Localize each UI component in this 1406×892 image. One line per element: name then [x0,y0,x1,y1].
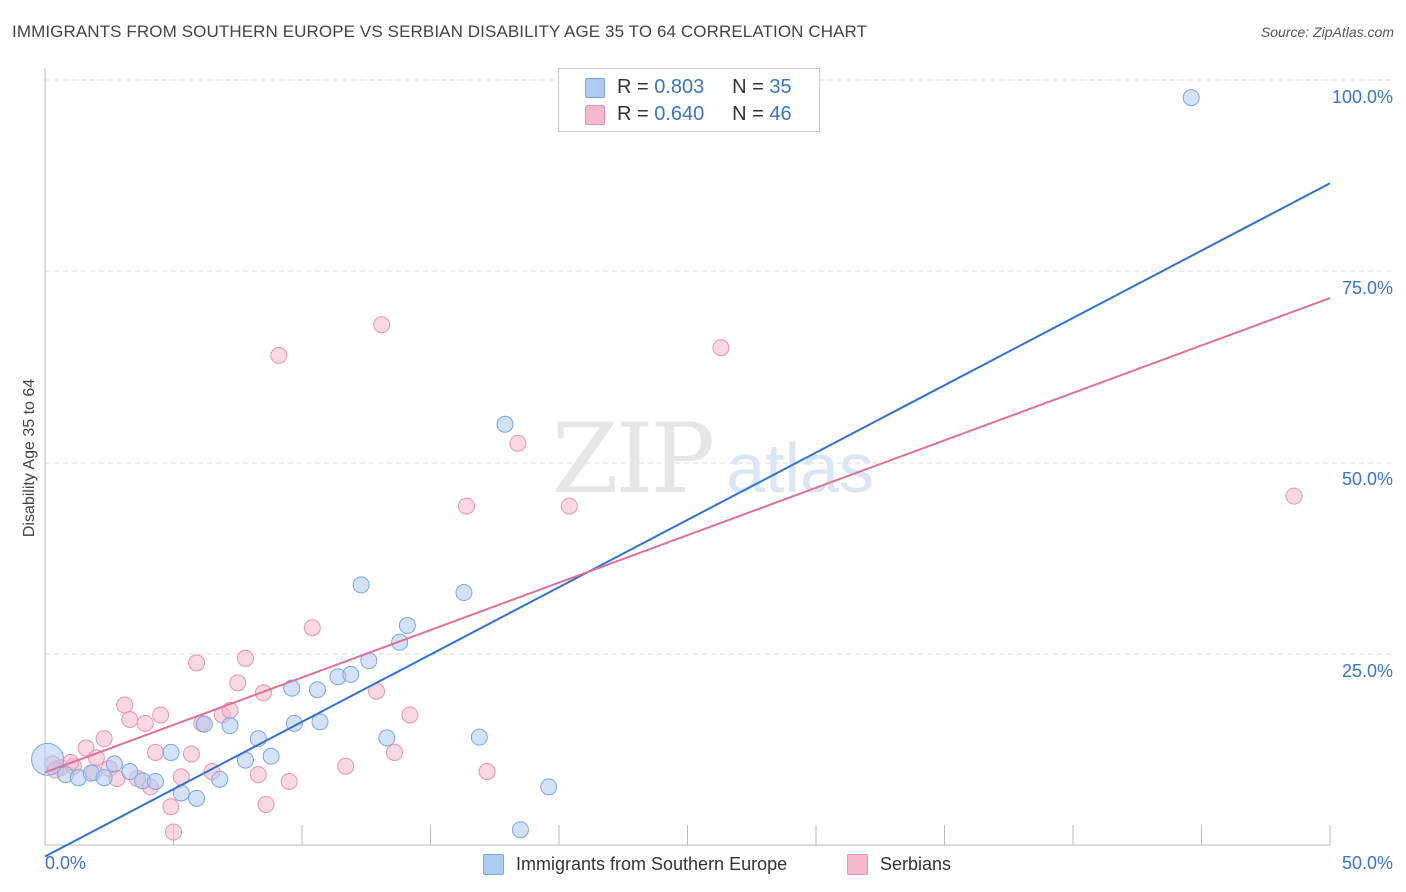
immigrants-point [455,584,473,602]
immigrants-point [262,747,280,765]
serbians-point [280,773,298,791]
serbians-point [257,795,275,813]
serbians-point [77,739,95,757]
x-tick-label: 0.0% [45,853,86,873]
immigrants-point [496,415,514,433]
immigrants-point [95,769,113,787]
watermark-atlas: atlas [726,429,874,507]
serbians-point [152,706,170,724]
immigrants-point [1182,89,1200,107]
immigrants-point [195,715,213,733]
immigrants-point [283,679,301,697]
serbians-point [712,339,730,357]
serbians-point [337,757,355,775]
serbians-point [303,619,321,637]
n-label: N = [732,75,764,98]
y-tick-label: 50.0% [1342,469,1393,489]
blue-swatch [585,78,605,98]
serbians-point [560,497,578,515]
serbians-point [386,743,404,761]
serbians-point [147,743,165,761]
immigrants-point [308,681,326,699]
source-label: Source: ZipAtlas.com [1260,24,1394,40]
r-value: 0.803 [654,75,705,98]
r-label: R = [617,75,649,98]
legend-item-serbians[interactable]: Serbians [847,852,951,876]
legend-label-serbians: Serbians [880,853,952,874]
immigrants-point [162,743,180,761]
immigrants-point [352,576,370,594]
immigrants-point [470,728,488,746]
immigrants-point [378,729,396,747]
serbians-point [182,745,200,763]
immigrants-trend-line [44,182,1331,858]
immigrants-points [31,89,1200,839]
legend-label-immigrants: Immigrants from Southern Europe [516,853,788,874]
pink-swatch [585,105,605,125]
y-tick-label: 75.0% [1342,278,1393,298]
y-tick-label: 100.0% [1332,87,1393,107]
axes [44,68,1331,846]
n-label: N = [732,102,764,125]
serbians-point [254,684,272,702]
immigrants-point [398,616,416,634]
serbians-point [509,434,527,452]
serbians-point [162,798,180,816]
serbians-point [116,696,134,714]
immigrants-point [121,763,139,781]
serbians-point [121,711,139,729]
serbians-point [373,316,391,334]
n-value: 35 [769,75,792,98]
r-label: R = [617,102,649,125]
serbians-point [229,674,247,692]
serbians-trend-line [44,297,1331,774]
serbians-point [95,730,113,748]
serbians-point [457,497,475,515]
immigrants-point [211,770,229,788]
immigrants-point [188,789,206,807]
immigrants-point [540,778,558,796]
blue-swatch [483,853,504,875]
immigrants-point [105,755,123,773]
x-tick-label: 50.0% [1342,853,1393,873]
serbians-point [1285,487,1303,505]
watermark-zip: ZIP [552,403,713,515]
serbians-point [165,823,182,841]
serbians-point [270,346,288,364]
serbians-point [236,649,254,667]
immigrants-point [342,665,360,683]
immigrants-point [511,821,529,839]
pink-swatch [847,853,868,875]
trend-lines [44,182,1331,858]
immigrants-point [221,717,239,735]
immigrants-point [147,773,165,791]
serbians-point [249,766,267,784]
tick-labels: 25.0% 50.0% 75.0% 100.0% 0.0% 50.0% [45,87,1393,873]
immigrants-point [31,742,65,776]
n-value: 46 [769,102,792,125]
legend-item-immigrants[interactable]: Immigrants from Southern Europe [483,852,787,876]
serbians-point [478,763,496,781]
serbians-point [401,706,419,724]
y-tick-label: 25.0% [1342,661,1393,681]
gridlines [45,79,1392,655]
serbians-point [136,714,154,732]
chart-title: IMMIGRANTS FROM SOUTHERN EUROPE VS SERBI… [12,22,868,41]
stats-legend: R = 0.803 N = 35 R = 0.640 N = 46 [558,68,820,132]
serbians-points [44,316,1303,841]
immigrants-point [311,713,329,731]
r-value: 0.640 [654,102,705,125]
serbians-point [188,654,206,672]
